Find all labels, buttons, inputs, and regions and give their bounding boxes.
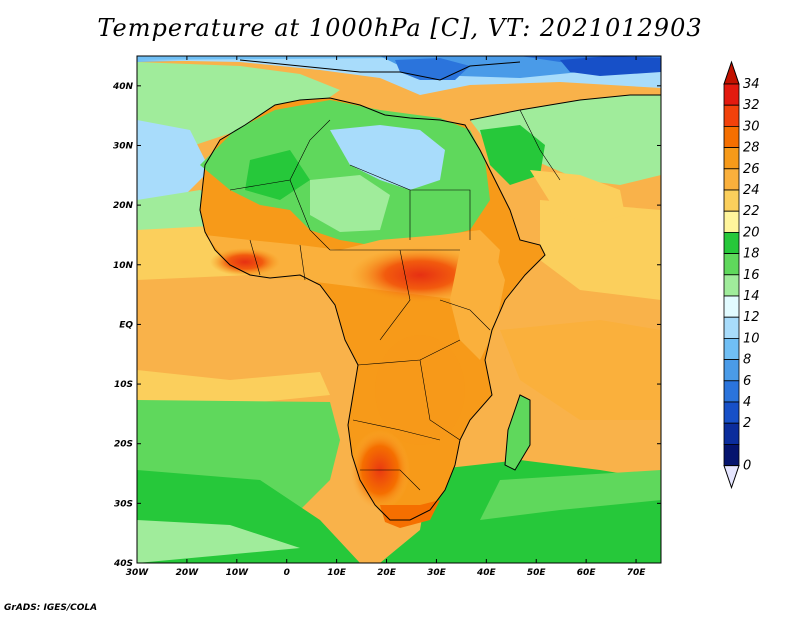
field-south-atl-warm	[137, 370, 330, 405]
map-field	[137, 56, 661, 563]
south-tip-warm	[380, 500, 440, 528]
lon-label: 40E	[476, 568, 497, 578]
colorbar-segment	[723, 422, 740, 445]
lon-label: 10E	[327, 568, 347, 578]
credit-label: GrADS: IGES/COLA	[4, 603, 98, 613]
colorbar-segment	[723, 147, 740, 170]
warm-central	[375, 335, 465, 445]
colorbar-segment	[723, 253, 740, 276]
field-south-atl-cool	[137, 520, 300, 563]
lat-label: 10S	[114, 380, 133, 390]
middle-east-land	[470, 95, 661, 185]
borders	[229, 109, 561, 491]
madagascar	[505, 395, 530, 470]
colorbar-segment	[723, 126, 740, 149]
lon-label: 0	[284, 568, 290, 578]
east-africa-highlands	[450, 240, 505, 360]
lon-label: 10W	[226, 568, 250, 578]
colorbar-segment	[723, 210, 740, 233]
lat-label: 20N	[113, 201, 134, 211]
colorbar-label: 14	[743, 289, 760, 304]
colorbar-label: 28	[743, 141, 760, 156]
field-atl-cool	[137, 120, 210, 210]
sahara-cool	[330, 125, 445, 190]
longitude-labels: 30W 20W 10W 0 10E 20E 30E 40E 50E 60E 70E	[126, 568, 646, 578]
lat-label: 20S	[114, 440, 133, 450]
colorbar-label: 32	[743, 98, 760, 113]
arabia-south	[530, 170, 625, 225]
arabia-green	[480, 125, 545, 185]
lat-label: 40S	[113, 559, 133, 569]
colorbar-label: 34	[743, 77, 760, 92]
colorbar-under-triangle	[723, 465, 740, 490]
colorbar-label: 20	[743, 225, 760, 240]
caucasus-cool	[560, 56, 661, 76]
lon-label: 70E	[627, 568, 647, 578]
lon-label: 30E	[427, 568, 447, 578]
colorbar-label: 0	[743, 459, 751, 474]
colorbar-segment	[723, 316, 740, 339]
map-title: Temperature at 1000hPa [C], VT: 20210129…	[97, 14, 703, 42]
colorbar-segment	[723, 274, 740, 297]
field-indian-band	[480, 470, 661, 520]
colorbar-label: 16	[743, 268, 760, 283]
colorbar-label: 26	[743, 162, 760, 177]
lat-label: 30N	[113, 141, 134, 151]
colorbar-label: 4	[743, 395, 751, 410]
axis-ticks	[136, 56, 661, 564]
colorbar-segment	[723, 83, 740, 106]
lon-label: 50E	[527, 568, 547, 578]
colorbar-segment	[723, 189, 740, 212]
map-frame	[136, 55, 662, 564]
colorbar-segment	[723, 104, 740, 127]
field-arabian-sea	[540, 200, 661, 300]
colorbar-segment	[723, 295, 740, 318]
lat-label: 10N	[113, 261, 134, 271]
colorbar-label: 24	[743, 183, 760, 198]
sahara-west-green	[245, 150, 310, 200]
colorbar-segment	[723, 359, 740, 382]
colorbar-label: 22	[743, 204, 760, 219]
colorbar-label: 12	[743, 310, 760, 325]
colorbar-label: 18	[743, 247, 760, 262]
colorbar-segment	[723, 168, 740, 191]
colorbar-label: 8	[743, 353, 751, 368]
colorbar-over-triangle	[723, 60, 740, 85]
colorbar-label: 2	[743, 416, 751, 431]
lat-label: 40N	[112, 82, 134, 92]
colorbar-segment	[723, 401, 740, 424]
coastlines	[199, 59, 661, 521]
lon-label: 20E	[377, 568, 397, 578]
sahara-mid	[310, 175, 390, 232]
lat-label: EQ	[119, 320, 133, 330]
colorbar-label: 10	[743, 331, 760, 346]
colorbar-label: 30	[743, 119, 760, 134]
latitude-labels: 40N 30N 20N 10N EQ 10S 20S 30S 40S	[112, 82, 134, 569]
field-indian-warm	[500, 320, 661, 420]
colorbar-segment	[723, 337, 740, 360]
hot-west-africa	[210, 248, 280, 276]
colorbar-label: 6	[743, 374, 751, 389]
lon-label: 20W	[176, 568, 200, 578]
colorbar-segment	[723, 380, 740, 403]
lon-label: 30W	[126, 568, 150, 578]
colorbar-segment	[723, 443, 740, 466]
colorbar-segment	[723, 231, 740, 254]
lon-label: 60E	[577, 568, 597, 578]
lat-label: 30S	[114, 499, 133, 509]
